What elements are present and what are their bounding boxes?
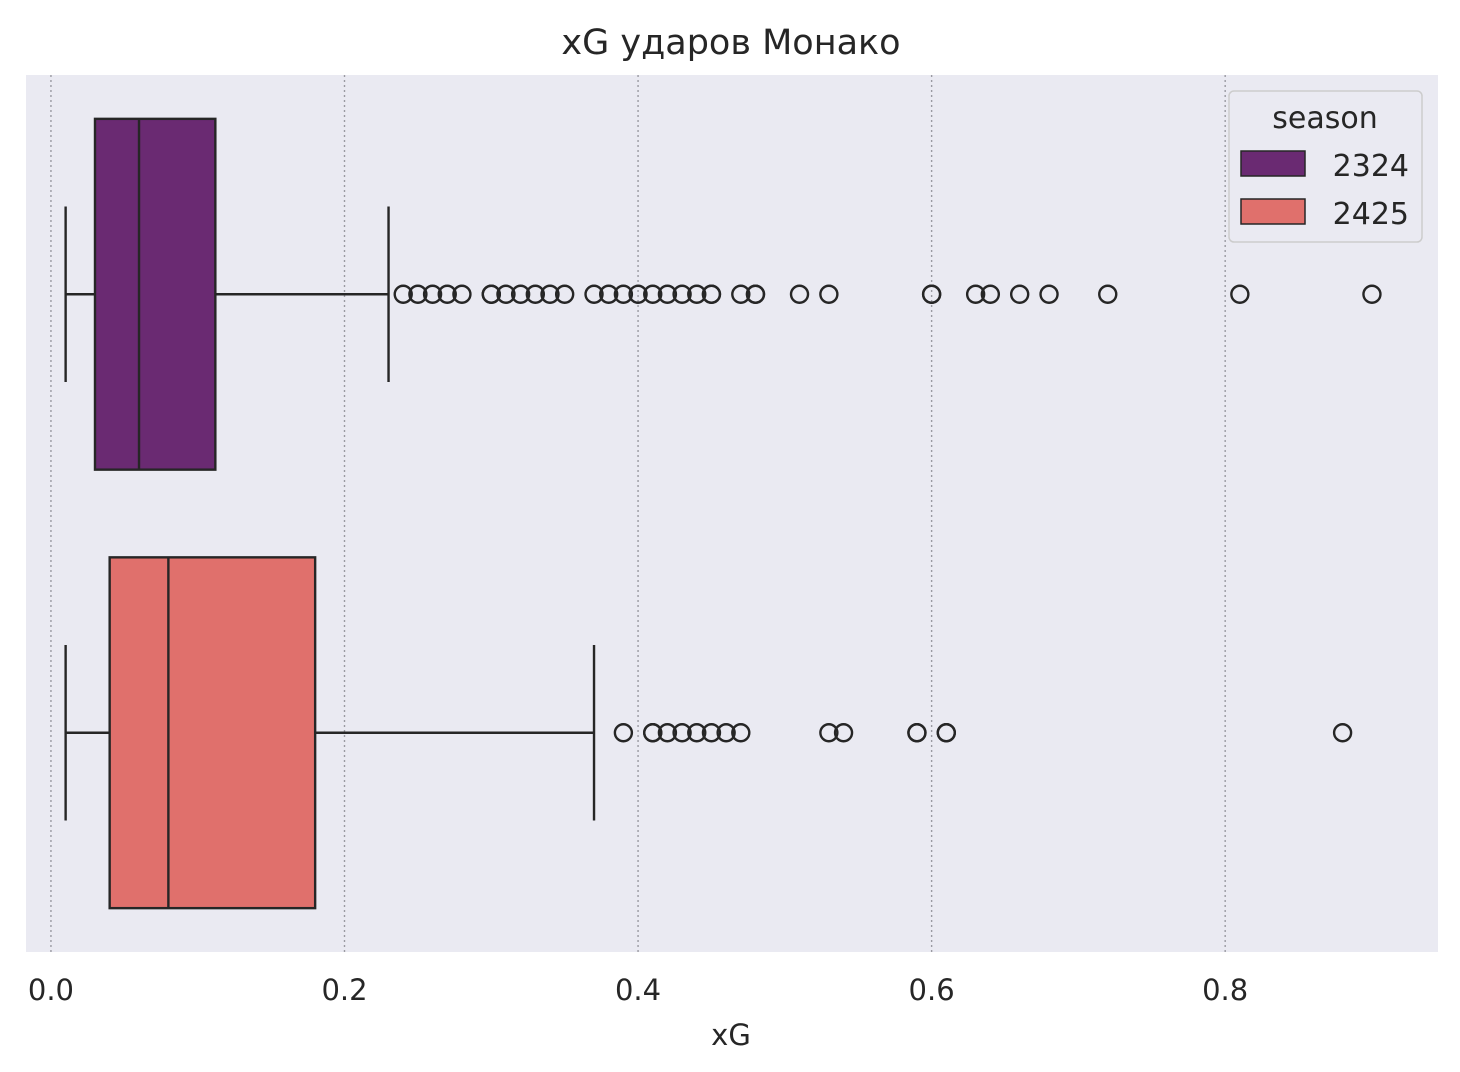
outlier-point <box>745 284 766 304</box>
outlier-point <box>687 723 707 743</box>
outlier-point <box>701 723 722 743</box>
x-tick-label: 0.2 <box>321 973 367 1007</box>
outlier-point <box>643 723 663 743</box>
outlier-point <box>819 284 839 304</box>
outlier-point <box>628 284 648 304</box>
outlier-point <box>657 723 678 743</box>
outlier-point <box>936 723 956 743</box>
outlier-point <box>525 284 546 304</box>
outlier-point <box>452 284 472 304</box>
legend-swatch-2324 <box>1240 150 1306 177</box>
x-tick-label: 0.8 <box>1202 973 1248 1007</box>
outlier-point <box>613 723 634 743</box>
outlier-point <box>540 284 560 304</box>
outlier-point <box>1039 284 1059 304</box>
box-iqr <box>108 556 317 910</box>
outlier-point <box>496 284 516 304</box>
outlier-point <box>701 284 722 304</box>
x-tick-label: 0.6 <box>909 973 955 1007</box>
outlier-point <box>1098 284 1118 304</box>
outlier-point <box>1362 284 1382 304</box>
outlier-point <box>393 284 413 304</box>
outlier-point <box>921 284 942 304</box>
legend-title: season <box>1272 101 1377 136</box>
legend: season 2324 2425 <box>1228 90 1423 243</box>
outlier-point <box>584 284 604 304</box>
outlier-point <box>672 284 692 304</box>
outlier-point <box>554 284 575 304</box>
outlier-point <box>833 723 854 743</box>
outlier-point <box>1230 284 1250 304</box>
outlier-point <box>965 284 986 304</box>
legend-label-2425: 2425 <box>1333 197 1409 232</box>
outlier-point <box>408 284 428 304</box>
outlier-point <box>687 284 707 304</box>
outlier-point <box>1332 723 1353 743</box>
outlier-point <box>819 723 839 743</box>
outlier-point <box>907 723 927 743</box>
outlier-point <box>599 284 619 304</box>
x-tick-label: 0.4 <box>615 973 661 1007</box>
box-2425 <box>64 556 1353 910</box>
box-series <box>64 117 1382 910</box>
legend-swatch-2425 <box>1240 198 1306 225</box>
outlier-point <box>657 284 678 304</box>
outlier-point <box>643 284 663 304</box>
outlier-point <box>716 723 736 743</box>
outlier-point <box>613 284 634 304</box>
outlier-point <box>731 723 751 743</box>
x-tick-labels: 0.0 0.2 0.4 0.6 0.8 <box>28 973 1248 1007</box>
outlier-point <box>1009 284 1030 304</box>
outlier-point <box>481 284 501 304</box>
x-axis-label: xG <box>711 1018 751 1052</box>
legend-label-2324: 2324 <box>1333 149 1409 184</box>
outlier-point <box>789 284 810 304</box>
outlier-point <box>672 723 692 743</box>
outlier-point <box>731 284 751 304</box>
outlier-point <box>422 284 443 304</box>
grid-lines <box>50 75 1226 952</box>
outlier-point <box>510 284 531 304</box>
box-iqr <box>93 117 217 471</box>
box-2324 <box>64 117 1382 471</box>
outlier-point <box>980 284 1001 304</box>
outlier-point <box>437 284 457 304</box>
chart-title: xG ударов Монако <box>561 23 900 63</box>
x-tick-label: 0.0 <box>28 973 74 1007</box>
